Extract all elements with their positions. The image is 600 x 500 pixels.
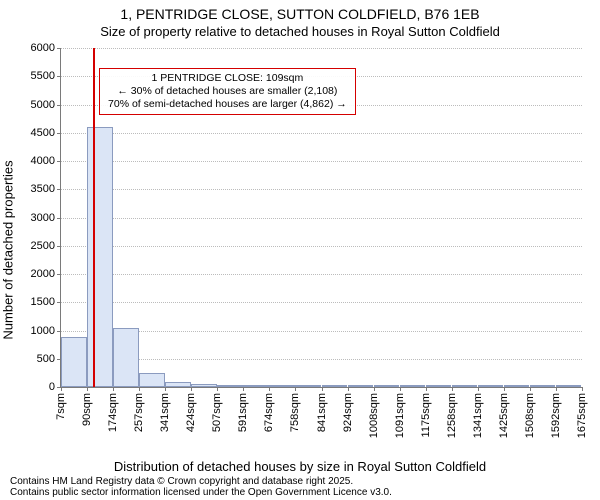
histogram-bar xyxy=(452,385,478,387)
histogram-bar xyxy=(322,385,348,387)
histogram-bar xyxy=(217,385,243,387)
gridline xyxy=(61,48,582,49)
attribution-line1: Contains HM Land Registry data © Crown c… xyxy=(10,476,392,487)
x-tick-label: 257sqm xyxy=(133,393,145,432)
y-tick-label: 0 xyxy=(49,381,61,393)
x-tick-label: 341sqm xyxy=(159,393,171,432)
gridline xyxy=(61,274,582,275)
x-tick-label: 1258sqm xyxy=(446,393,458,438)
histogram-bar xyxy=(374,385,400,387)
chart-title-line1: 1, PENTRIDGE CLOSE, SUTTON COLDFIELD, B7… xyxy=(0,6,600,22)
y-tick-label: 3500 xyxy=(31,183,61,195)
y-tick-label: 4500 xyxy=(31,127,61,139)
attribution-text: Contains HM Land Registry data © Crown c… xyxy=(10,476,392,498)
gridline xyxy=(61,302,582,303)
histogram-bar xyxy=(165,382,191,387)
histogram-bar xyxy=(426,385,452,387)
y-tick-label: 3000 xyxy=(31,212,61,224)
y-tick-label: 5000 xyxy=(31,99,61,111)
x-tick-label: 1091sqm xyxy=(394,393,406,438)
x-tick-label: 1508sqm xyxy=(524,393,536,438)
y-tick-label: 2500 xyxy=(31,240,61,252)
histogram-bar xyxy=(530,385,556,387)
gridline xyxy=(61,359,582,360)
histogram-bar xyxy=(87,127,113,387)
x-tick-label: 7sqm xyxy=(55,393,67,420)
chart-title-line2: Size of property relative to detached ho… xyxy=(0,24,600,39)
x-tick-label: 1008sqm xyxy=(368,393,380,438)
x-tick-label: 507sqm xyxy=(211,393,223,432)
gridline xyxy=(61,246,582,247)
histogram-bar xyxy=(556,385,582,387)
x-tick-label: 591sqm xyxy=(237,393,249,432)
x-tick-label: 90sqm xyxy=(81,393,93,426)
histogram-bar xyxy=(348,385,374,387)
annotation-box: 1 PENTRIDGE CLOSE: 109sqm← 30% of detach… xyxy=(99,68,356,115)
chart-container: 1, PENTRIDGE CLOSE, SUTTON COLDFIELD, B7… xyxy=(0,0,600,500)
histogram-bar xyxy=(113,328,139,387)
histogram-bar xyxy=(61,337,87,387)
gridline xyxy=(61,189,582,190)
x-tick-label: 924sqm xyxy=(342,393,354,432)
plot-area: 0500100015002000250030003500400045005000… xyxy=(60,48,582,388)
x-tick-label: 174sqm xyxy=(107,393,119,432)
y-axis-label: Number of detached properties xyxy=(1,160,16,339)
marker-line xyxy=(93,48,95,387)
y-tick-label: 2000 xyxy=(31,268,61,280)
x-tick-label: 674sqm xyxy=(263,393,275,432)
gridline xyxy=(61,331,582,332)
gridline xyxy=(61,161,582,162)
y-tick-label: 5500 xyxy=(31,70,61,82)
y-tick-label: 1500 xyxy=(31,296,61,308)
histogram-bar xyxy=(191,384,217,387)
gridline xyxy=(61,218,582,219)
y-tick-label: 500 xyxy=(37,353,61,365)
x-axis-label: Distribution of detached houses by size … xyxy=(0,459,600,474)
x-tick-label: 841sqm xyxy=(316,393,328,432)
histogram-bar xyxy=(400,385,426,387)
histogram-bar xyxy=(504,385,530,387)
x-tick-label: 1425sqm xyxy=(498,393,510,438)
attribution-line2: Contains public sector information licen… xyxy=(10,487,392,498)
x-tick-label: 1341sqm xyxy=(472,393,484,438)
histogram-bar xyxy=(243,385,269,387)
annotation-line3: 70% of semi-detached houses are larger (… xyxy=(108,98,347,111)
annotation-line1: 1 PENTRIDGE CLOSE: 109sqm xyxy=(108,72,347,85)
x-tick-label: 1592sqm xyxy=(550,393,562,438)
histogram-bar xyxy=(269,385,295,387)
histogram-bar xyxy=(139,373,165,387)
y-tick-label: 4000 xyxy=(31,155,61,167)
histogram-bar xyxy=(478,385,504,387)
y-tick-label: 6000 xyxy=(31,42,61,54)
x-tick-label: 758sqm xyxy=(289,393,301,432)
x-tick-label: 424sqm xyxy=(185,393,197,432)
gridline xyxy=(61,133,582,134)
x-tick-label: 1675sqm xyxy=(576,393,588,438)
annotation-line2: ← 30% of detached houses are smaller (2,… xyxy=(108,85,347,98)
histogram-bar xyxy=(295,385,321,387)
y-tick-label: 1000 xyxy=(31,325,61,337)
x-tick-label: 1175sqm xyxy=(420,393,432,437)
